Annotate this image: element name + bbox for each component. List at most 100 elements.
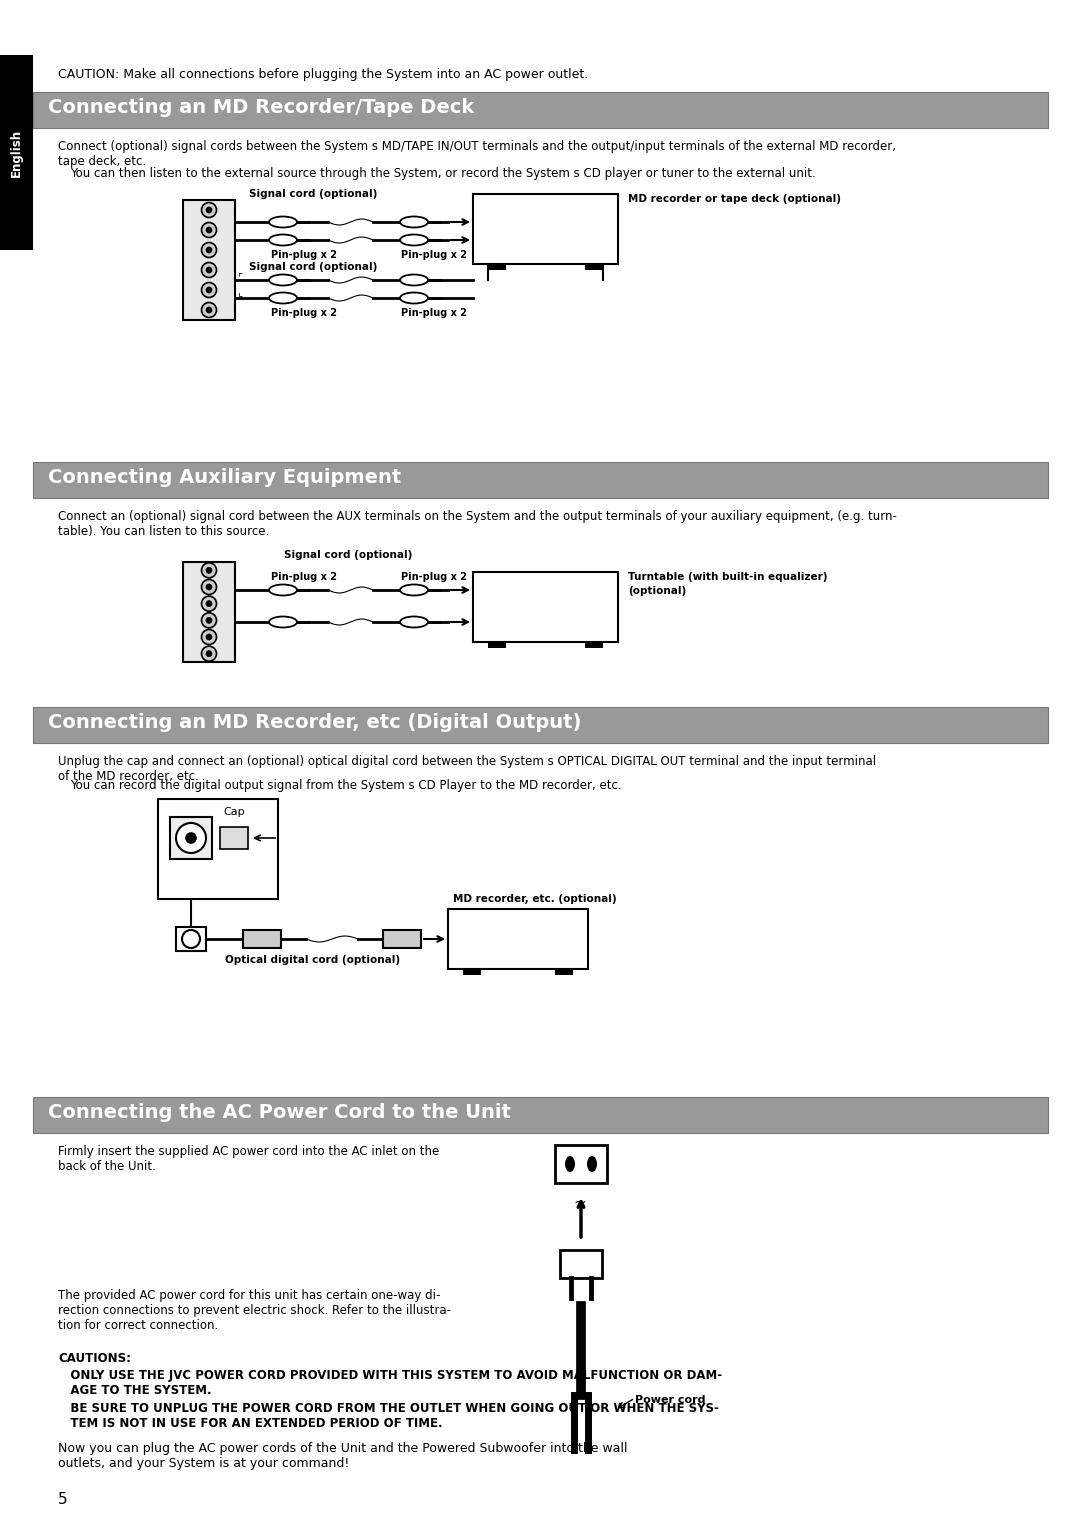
Bar [176,927,206,950]
Text: Connecting Auxiliary Equipment: Connecting Auxiliary Equipment [48,468,402,487]
Circle shape [206,248,212,254]
Text: Connecting an MD Recorder, etc (Digital Output): Connecting an MD Recorder, etc (Digital … [48,714,581,732]
Bar [183,562,235,662]
Bar [473,194,618,264]
Circle shape [206,567,212,573]
Text: Firmly insert the supplied AC power cord into the AC inlet on the
back of the Un: Firmly insert the supplied AC power cord… [58,1144,440,1174]
Circle shape [202,303,216,318]
Text: Connecting the AC Power Cord to the Unit: Connecting the AC Power Cord to the Unit [48,1103,511,1122]
Bar [33,461,1048,498]
Ellipse shape [269,616,297,628]
Circle shape [202,579,216,594]
Circle shape [206,634,212,640]
Bar [243,931,281,947]
Ellipse shape [269,275,297,286]
Text: Connecting an MD Recorder/Tape Deck: Connecting an MD Recorder/Tape Deck [48,98,474,118]
Text: ONLY USE THE JVC POWER CORD PROVIDED WITH THIS SYSTEM TO AVOID MALFUNCTION OR DA: ONLY USE THE JVC POWER CORD PROVIDED WIT… [58,1369,723,1397]
Ellipse shape [269,292,297,304]
Circle shape [206,307,212,313]
Text: Optical digital cord (optional): Optical digital cord (optional) [226,955,401,966]
Text: 5: 5 [58,1491,68,1507]
Text: ⌞: ⌞ [237,287,242,298]
Circle shape [202,562,216,578]
Bar [448,909,588,969]
Bar [220,827,248,850]
Bar [473,571,618,642]
Circle shape [206,617,212,623]
Circle shape [206,287,212,293]
Circle shape [202,596,216,611]
Text: ~: ~ [573,1195,585,1210]
Text: Connect an (optional) signal cord between the AUX terminals on the System and th: Connect an (optional) signal cord betwee… [58,510,896,538]
Bar [383,931,421,947]
Ellipse shape [269,585,297,596]
Bar [488,642,507,648]
Circle shape [202,630,216,645]
Text: Pin-plug x 2: Pin-plug x 2 [401,309,467,318]
Bar [555,1144,607,1183]
Circle shape [206,228,212,232]
Ellipse shape [400,616,428,628]
Bar [585,264,603,270]
Text: Signal cord (optional): Signal cord (optional) [248,261,377,272]
Circle shape [206,206,212,212]
Text: (optional): (optional) [627,587,686,596]
Text: MD recorder, etc. (optional): MD recorder, etc. (optional) [453,894,617,905]
Text: Pin-plug x 2: Pin-plug x 2 [271,251,337,260]
Circle shape [206,267,212,274]
Circle shape [202,243,216,258]
Text: Pin-plug x 2: Pin-plug x 2 [401,251,467,260]
Bar [158,799,278,898]
Bar [170,817,212,859]
Ellipse shape [565,1157,575,1172]
Bar [488,264,507,270]
Text: BE SURE TO UNPLUG THE POWER CORD FROM THE OUTLET WHEN GOING OUT OR WHEN THE SYS-: BE SURE TO UNPLUG THE POWER CORD FROM TH… [58,1403,719,1430]
Text: The provided AC power cord for this unit has certain one-way di-
rection connect: The provided AC power cord for this unit… [58,1290,451,1332]
Text: ⌜: ⌜ [237,272,242,283]
Circle shape [202,263,216,278]
Ellipse shape [269,234,297,246]
Circle shape [202,203,216,217]
Ellipse shape [400,217,428,228]
Ellipse shape [269,217,297,228]
Text: Signal cord (optional): Signal cord (optional) [248,189,377,199]
Circle shape [202,223,216,237]
Circle shape [202,613,216,628]
Text: Pin-plug x 2: Pin-plug x 2 [271,309,337,318]
Text: You can then listen to the external source through the System, or record the Sys: You can then listen to the external sour… [70,167,815,180]
Text: Unplug the cap and connect an (optional) optical digital cord between the System: Unplug the cap and connect an (optional)… [58,755,876,782]
Text: Turntable (with built-in equalizer): Turntable (with built-in equalizer) [627,571,827,582]
Ellipse shape [400,292,428,304]
Text: Connect (optional) signal cords between the System s MD/TAPE IN/OUT terminals an: Connect (optional) signal cords between … [58,141,896,168]
Circle shape [183,931,200,947]
Circle shape [202,646,216,662]
Text: CAUTION: Make all connections before plugging the System into an AC power outlet: CAUTION: Make all connections before plu… [58,69,589,81]
Text: CAUTIONS:: CAUTIONS: [58,1352,131,1365]
Text: Pin-plug x 2: Pin-plug x 2 [271,571,337,582]
Circle shape [206,584,212,590]
Bar [33,707,1048,743]
Bar [0,55,33,251]
Text: English: English [10,128,23,177]
Bar [33,92,1048,128]
Ellipse shape [400,275,428,286]
Bar [463,969,481,975]
Text: Pin-plug x 2: Pin-plug x 2 [401,571,467,582]
Bar [561,1250,602,1277]
Ellipse shape [588,1157,597,1172]
Circle shape [206,651,212,657]
Bar [183,200,235,319]
Circle shape [202,283,216,298]
Ellipse shape [400,234,428,246]
Bar [585,642,603,648]
Text: Now you can plug the AC power cords of the Unit and the Powered Subwoofer into t: Now you can plug the AC power cords of t… [58,1442,627,1470]
Ellipse shape [400,585,428,596]
Text: Cap: Cap [222,807,245,817]
Text: Signal cord (optional): Signal cord (optional) [284,550,413,559]
Text: Power cord: Power cord [635,1395,705,1406]
Text: You can record the digital output signal from the System s CD Player to the MD r: You can record the digital output signal… [70,779,622,792]
Circle shape [206,601,212,607]
Circle shape [186,833,195,843]
Circle shape [176,824,206,853]
Bar [555,969,573,975]
